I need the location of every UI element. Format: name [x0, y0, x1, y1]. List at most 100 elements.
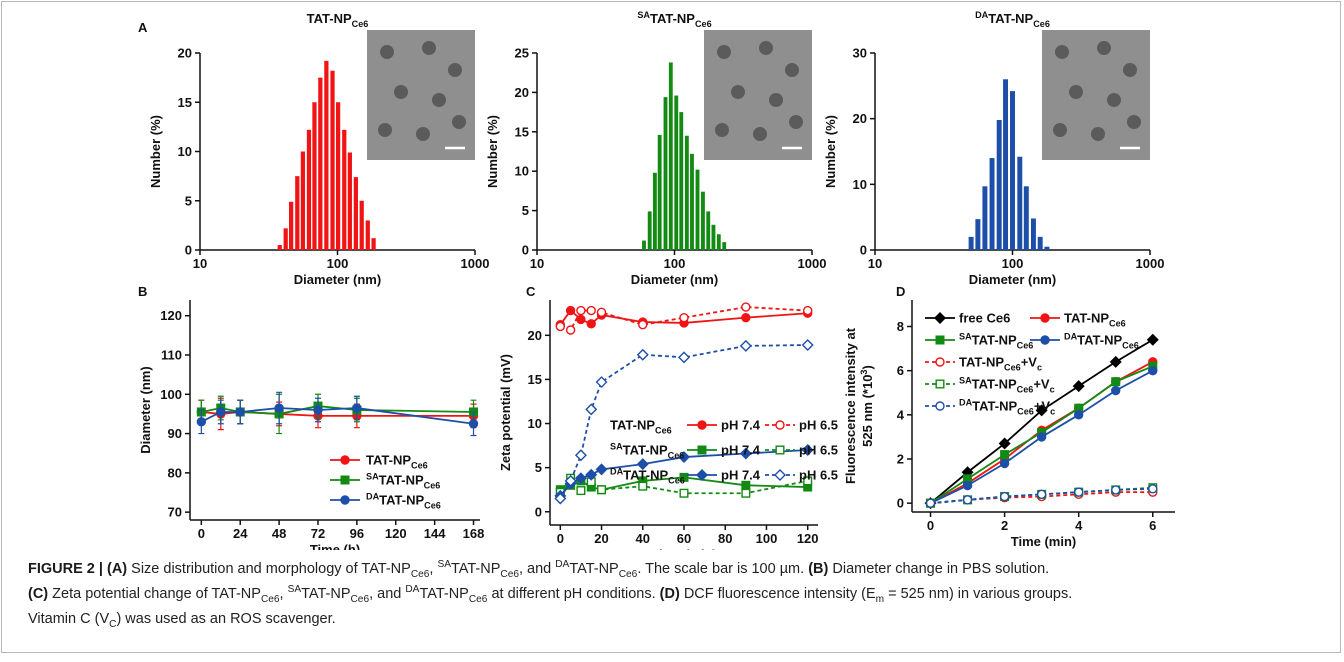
y-tick-label: 8: [897, 319, 904, 334]
caption-bold: (C): [28, 586, 49, 602]
caption-sub: Ce6: [410, 568, 430, 580]
x-tick-label: 120: [385, 526, 407, 541]
text-run: SA: [637, 10, 650, 20]
bar: [365, 220, 370, 250]
caption-text: ) was used as an ROS scavenger.: [116, 611, 336, 627]
bar: [982, 186, 988, 250]
y-tick-label: 70: [168, 505, 182, 520]
text-run: 525 nm (*10: [860, 375, 875, 447]
panel-label: A: [138, 20, 148, 35]
y-tick-label: 6: [897, 363, 904, 378]
text-run: Ce6: [1122, 341, 1139, 351]
tem-particle: [422, 41, 436, 55]
text-run: Ce6: [668, 451, 685, 461]
bar: [1037, 236, 1043, 250]
x-tick-label: 24: [233, 526, 248, 541]
marker: [1148, 365, 1158, 376]
y-tick-label: 10: [853, 177, 867, 192]
panel-label: D: [896, 284, 905, 299]
marker: [565, 325, 576, 335]
text-run: TAT-NP: [379, 493, 424, 508]
caption-text: Diameter change in PBS solution.: [828, 561, 1050, 577]
marker: [1035, 404, 1048, 417]
text-run: TAT-NP: [650, 11, 695, 26]
x-tick-label: 100: [1002, 256, 1024, 271]
marker: [574, 472, 587, 485]
tem-particle: [448, 63, 462, 77]
marker: [1111, 385, 1121, 396]
tem-particle: [380, 45, 394, 59]
tem-particle: [731, 85, 745, 99]
bar: [330, 70, 335, 250]
marker: [574, 449, 587, 462]
marker: [697, 445, 707, 455]
marker: [1111, 377, 1121, 387]
tem-particle: [753, 127, 767, 141]
bar: [335, 102, 341, 250]
caption-bold: (D): [659, 586, 680, 602]
text-run: Diameter (nm): [138, 366, 153, 453]
marker: [774, 469, 786, 481]
caption-sup: SA: [437, 559, 451, 571]
tem-particle: [1123, 63, 1137, 77]
marker: [678, 451, 690, 464]
y-tick-label: 20: [515, 85, 529, 100]
text-run: Ce6: [1109, 319, 1126, 329]
y-tick-label: 0: [522, 243, 529, 258]
tem-particle: [789, 115, 803, 129]
tem-particle: [717, 45, 731, 59]
y-axis-label: Zeta potential (mV): [498, 354, 513, 471]
caption-text: TAT-NP: [301, 586, 351, 602]
chart-title: DATAT-NPCe6: [975, 10, 1050, 29]
bar: [684, 135, 689, 250]
text-run: c: [1050, 385, 1055, 395]
text-run: TAT-NP: [623, 468, 668, 483]
x-tick-label: 60: [677, 531, 691, 546]
bar: [647, 211, 652, 250]
marker: [597, 485, 607, 495]
marker: [576, 314, 586, 325]
y-tick-label: 20: [178, 46, 192, 61]
text-run: c: [1050, 407, 1055, 417]
bar: [663, 97, 668, 251]
x-tick-label: 120: [797, 531, 819, 546]
text-run: DA: [1064, 332, 1078, 342]
bar: [277, 245, 282, 250]
marker: [340, 455, 350, 465]
marker: [1000, 450, 1010, 460]
x-tick-label: 1000: [1136, 256, 1165, 271]
text-run: DA: [610, 467, 624, 477]
x-tick-label: 0: [198, 526, 205, 541]
legend-label: pH 6.5: [799, 468, 838, 483]
tem-particle: [1069, 85, 1083, 99]
text-run: Zeta potential (mV): [498, 354, 513, 471]
caption-text: , and: [518, 561, 556, 577]
y-tick-label: 20: [528, 328, 542, 343]
x-tick-label: 100: [327, 256, 349, 271]
text-run: Number (%): [823, 115, 838, 188]
marker: [555, 321, 566, 332]
text-run: Ce6: [668, 476, 685, 486]
marker: [636, 458, 649, 471]
text-run: TAT-NP: [366, 453, 411, 468]
tem-particle: [1055, 45, 1069, 59]
x-tick-label: 144: [424, 526, 446, 541]
y-tick-label: 5: [522, 203, 529, 218]
tem-particle: [769, 93, 783, 107]
text-run: Ce6: [424, 501, 441, 511]
marker: [775, 420, 785, 430]
tem-particle: [378, 123, 392, 137]
y-axis-label: Number (%): [823, 115, 838, 188]
bar: [690, 153, 694, 250]
bar: [300, 151, 305, 250]
caption-sup: DA: [405, 584, 420, 596]
marker: [741, 488, 751, 498]
y-tick-label: 25: [515, 46, 529, 61]
marker: [586, 319, 596, 329]
caption-sub: Ce6: [468, 593, 488, 605]
bar: [701, 191, 705, 250]
caption-text: TAT-NP: [419, 586, 469, 602]
x-tick-label: 10: [868, 256, 882, 271]
